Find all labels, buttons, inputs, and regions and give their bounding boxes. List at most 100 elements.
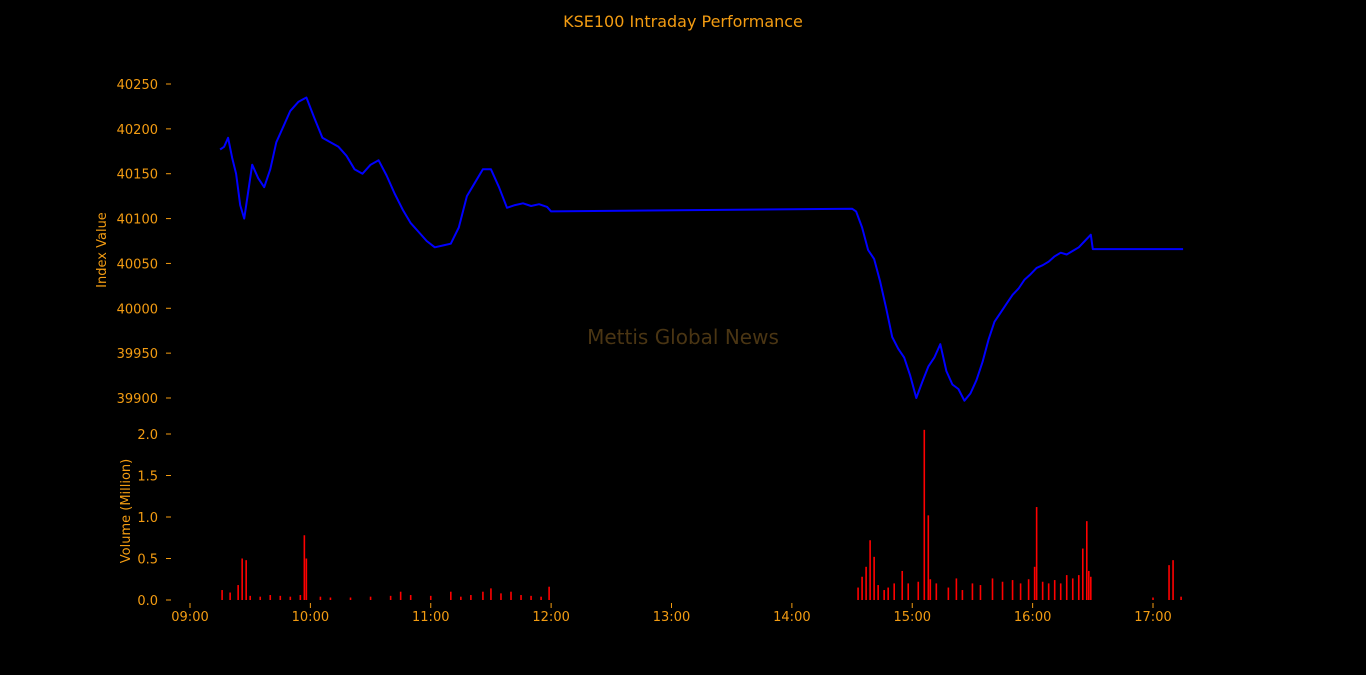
volume-bar [1090,576,1092,600]
volume-bar [1027,579,1030,600]
volume-y-axis: 2.0 1.5 1.0 0.5 0.0 [137,428,171,609]
volume-bar [1053,580,1056,600]
price-ytick-label: 40050 [117,257,158,272]
volume-bar [237,585,239,600]
volume-bar [460,596,462,600]
volume-ytick-label: 0.0 [137,594,158,609]
price-y-axis: 40250 40200 40150 40100 40050 40000 39950 39900 [117,78,171,407]
volume-bar [955,578,958,600]
xtick-label: 17:00 [1134,610,1171,625]
volume-bar [857,587,859,600]
volume-bar [490,588,492,600]
volume-bar [929,579,932,600]
volume-bar [329,597,332,600]
volume-bar [299,595,302,600]
volume-bar [482,591,484,600]
volume-bar [249,595,251,600]
volume-bar [305,558,308,600]
volume-bars [221,429,1182,600]
volume-bar [1019,583,1022,600]
xtick-label: 14:00 [773,610,810,625]
volume-bar [470,595,472,600]
price-ytick-label: 40250 [117,78,158,93]
volume-bar [279,595,282,600]
volume-bar [1081,548,1084,600]
volume-bar [389,595,392,600]
xtick-label: 13:00 [653,610,690,625]
volume-ytick-label: 2.0 [137,428,158,443]
volume-bar [861,576,863,600]
price-line [219,96,1184,402]
volume-bar [520,595,522,600]
xtick-label: 12:00 [532,610,569,625]
price-ytick-label: 40100 [117,213,158,228]
volume-bar [303,535,306,600]
watermark: Mettis Global News [587,325,779,349]
volume-bar [319,596,322,600]
volume-bar [935,583,938,600]
price-ytick-label: 39950 [117,347,158,362]
volume-bar [1001,581,1004,600]
volume-bar [1085,521,1088,600]
volume-bar [1088,570,1090,600]
xtick-label: 11:00 [412,610,449,625]
volume-bar [961,590,964,600]
volume-bar [927,515,930,600]
chart-title: KSE100 Intraday Performance [563,12,803,31]
volume-bar [979,585,982,600]
volume-bar [893,583,895,600]
volume-bar [1071,578,1074,600]
volume-bar [869,540,871,600]
volume-ytick-label: 1.5 [137,470,158,485]
volume-bar [369,596,372,600]
volume-bar [1077,575,1080,600]
volume-bar [500,593,502,600]
volume-bar [221,590,223,600]
volume-ytick-label: 0.5 [137,553,158,568]
price-ytick-label: 40200 [117,123,158,138]
volume-ytick-label: 1.0 [137,511,158,526]
volume-bar [873,556,875,600]
volume-bar [229,592,231,600]
xtick-label: 16:00 [1014,610,1051,625]
volume-bar [1035,507,1038,600]
xtick-label: 09:00 [171,610,208,625]
xtick-label: 15:00 [894,610,931,625]
volume-bar [901,570,904,600]
price-ytick-label: 39900 [117,392,158,407]
volume-bar [540,596,542,600]
volume-bar [923,429,926,600]
volume-bar [399,591,402,600]
volume-bar [1041,581,1044,600]
volume-axis-label: Volume (Million) [119,459,134,563]
volume-bar [877,585,879,600]
volume-bar [883,590,885,600]
volume-bar [887,587,889,600]
volume-bar [349,597,352,600]
volume-bar [1180,596,1182,600]
volume-bar [1033,566,1036,600]
volume-bar [269,595,272,600]
xtick-label: 10:00 [292,610,329,625]
price-ytick-label: 40000 [117,302,158,317]
volume-bar [548,586,550,600]
volume-bar [259,596,262,600]
price-axis-label: Index Value [95,212,110,288]
volume-bar [409,595,412,600]
volume-bar [510,591,512,600]
volume-bar [1011,580,1014,600]
volume-bar [1152,597,1154,600]
volume-bar [947,587,950,600]
volume-bar [450,591,452,600]
volume-bar [1065,575,1068,600]
volume-bar [971,583,974,600]
price-ytick-label: 40150 [117,168,158,183]
volume-bar [907,583,910,600]
volume-bar [1047,583,1050,600]
volume-bar [245,560,247,600]
volume-bar [917,581,920,600]
volume-bar [530,595,532,600]
volume-bar [429,595,432,600]
volume-bar [1059,583,1062,600]
